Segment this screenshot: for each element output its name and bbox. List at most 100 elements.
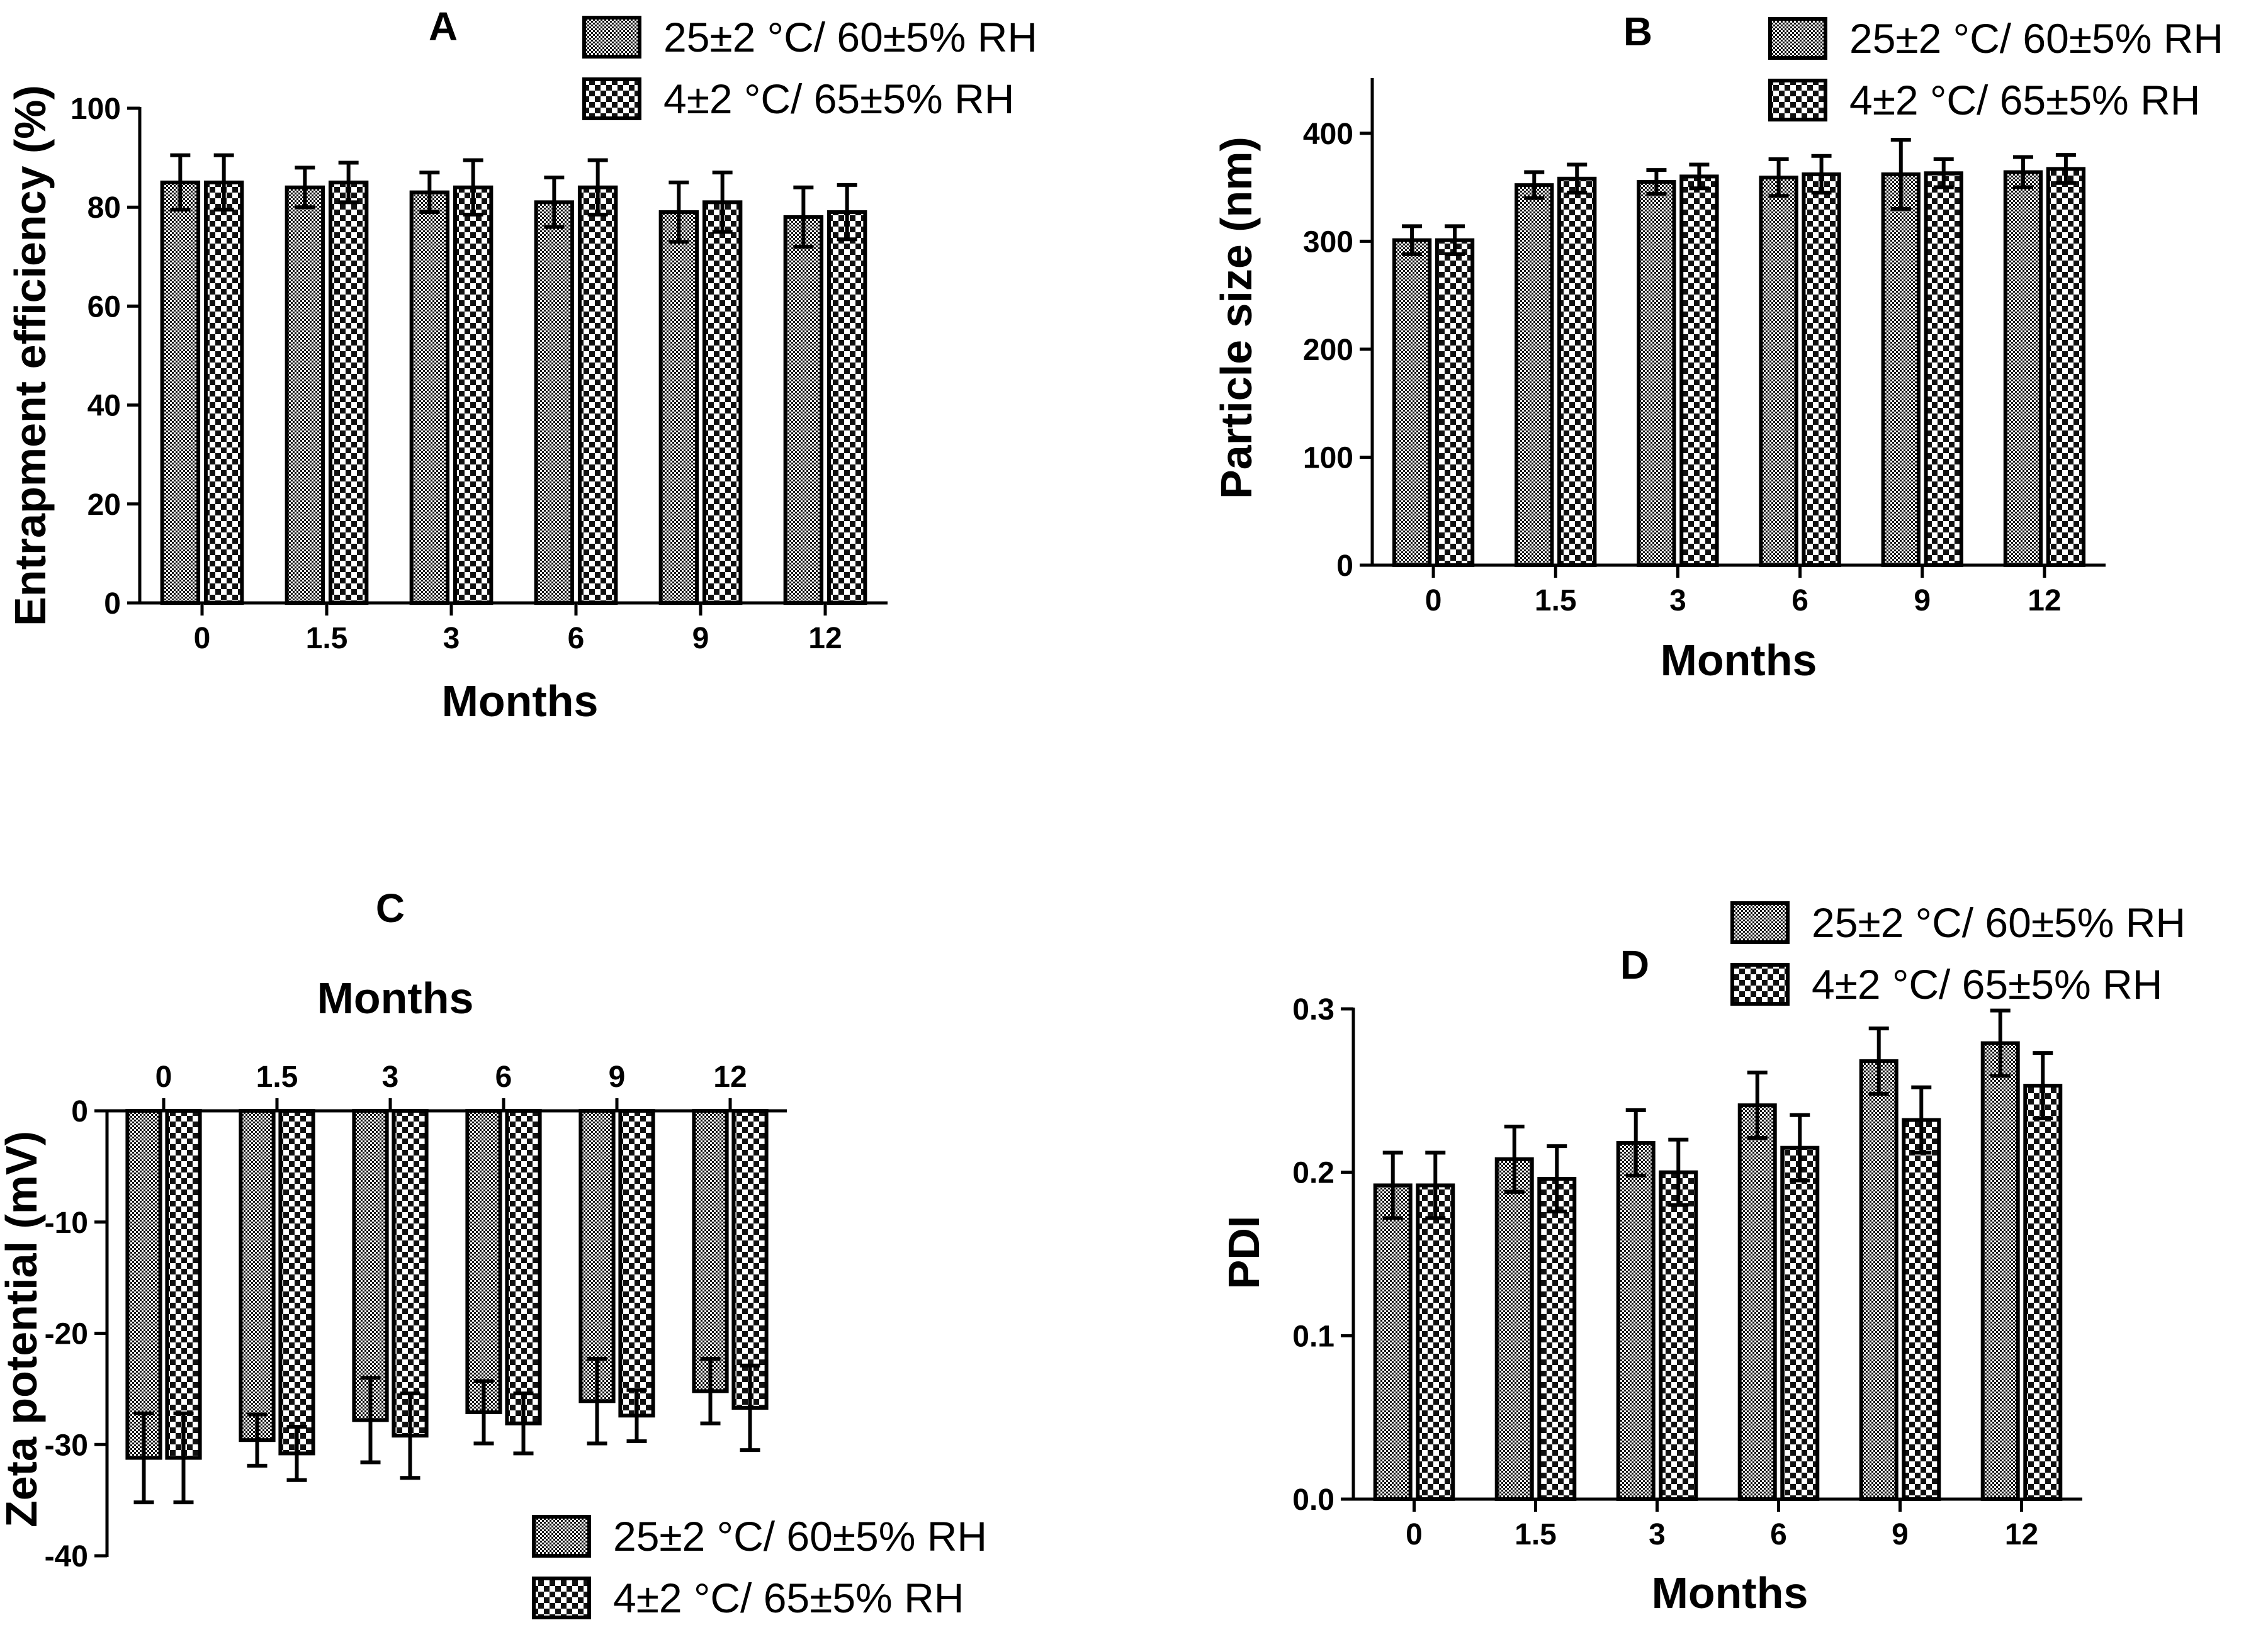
bar-b-s2-1.5 bbox=[1557, 176, 1597, 567]
error-bar-c-s2-1.5 bbox=[286, 1424, 307, 1482]
ytick-label: 0 bbox=[71, 1095, 88, 1128]
panel-label-c: C bbox=[376, 886, 405, 931]
error-bar-d-s1-6 bbox=[1747, 1071, 1768, 1140]
error-bar-b-s2-9 bbox=[1933, 157, 1954, 189]
bar-a-s2-0 bbox=[203, 180, 244, 605]
error-bar-a-s1-6 bbox=[544, 176, 565, 229]
error-bar-c-s2-9 bbox=[626, 1388, 647, 1443]
ytick-label: 0 bbox=[104, 587, 121, 621]
ytick-label: 60 bbox=[87, 290, 121, 323]
bar-d-s2-6 bbox=[1780, 1145, 1820, 1501]
ytick-label: -20 bbox=[45, 1318, 88, 1351]
bar-a-s1-6 bbox=[534, 200, 575, 605]
bar-c-s2-3 bbox=[392, 1109, 429, 1438]
xtick-label: 1.5 bbox=[1515, 1518, 1557, 1551]
bar-d-s1-12 bbox=[1980, 1041, 2020, 1501]
legend-entry-label: 25±2 °C/ 60±5% RH bbox=[1849, 15, 2223, 62]
bar-d-s1-3 bbox=[1616, 1140, 1656, 1501]
legend-entry-label: 25±2 °C/ 60±5% RH bbox=[663, 14, 1037, 60]
axes-a bbox=[138, 107, 888, 605]
error-bar-a-s1-0 bbox=[170, 153, 191, 212]
bar-b-s2-0 bbox=[1435, 238, 1475, 567]
error-bar-a-s2-3 bbox=[463, 158, 483, 216]
error-bar-c-s1-12 bbox=[700, 1357, 721, 1425]
error-bar-a-s2-12 bbox=[837, 183, 857, 242]
error-bar-c-s1-1.5 bbox=[247, 1412, 268, 1468]
xtick-label: 12 bbox=[2005, 1518, 2038, 1551]
error-bar-c-s1-3 bbox=[360, 1376, 381, 1465]
xtick-label: 1.5 bbox=[256, 1060, 298, 1094]
xtick-label: 6 bbox=[495, 1060, 512, 1094]
legend-entry-label: 4±2 °C/ 65±5% RH bbox=[613, 1575, 964, 1621]
bar-b-s1-0 bbox=[1392, 238, 1432, 567]
bar-d-s1-0 bbox=[1373, 1183, 1413, 1501]
error-bar-a-s1-9 bbox=[669, 180, 689, 244]
ytick-label: 20 bbox=[87, 488, 121, 522]
legend-entry-label: 4±2 °C/ 65±5% RH bbox=[1812, 961, 2162, 1008]
ytick-label: -30 bbox=[45, 1429, 88, 1462]
error-bar-d-s1-9 bbox=[1868, 1026, 1889, 1096]
axes-d bbox=[1351, 1008, 2082, 1501]
error-bar-b-s2-0 bbox=[1445, 224, 1465, 256]
error-bar-b-s2-3 bbox=[1689, 162, 1710, 191]
ytick-label: 0.0 bbox=[1292, 1483, 1334, 1517]
error-bar-b-s2-6 bbox=[1811, 154, 1832, 195]
error-bar-b-s2-1.5 bbox=[1567, 162, 1588, 195]
bar-b-s2-3 bbox=[1679, 174, 1719, 567]
error-bar-d-s2-6 bbox=[1790, 1113, 1810, 1183]
x-axis-title-b: Months bbox=[1661, 636, 1817, 685]
xtick-label: 9 bbox=[1892, 1518, 1909, 1551]
bar-b-s2-6 bbox=[1802, 172, 1841, 568]
bar-c-s1-12 bbox=[692, 1109, 729, 1393]
axes-c bbox=[105, 1109, 787, 1557]
panel-label-d: D bbox=[1620, 942, 1649, 987]
error-bar-d-s1-12 bbox=[1990, 1008, 2011, 1078]
bar-a-s1-12 bbox=[783, 215, 824, 605]
xtick-label: 1.5 bbox=[1535, 584, 1577, 617]
y-axis-title-a: Entrapment efficiency (%) bbox=[6, 85, 55, 626]
xtick-label: 12 bbox=[808, 622, 842, 655]
bar-b-s2-9 bbox=[1924, 171, 1963, 567]
ytick-label: 100 bbox=[71, 93, 121, 126]
error-bar-a-s2-0 bbox=[213, 153, 234, 212]
bar-c-s2-1.5 bbox=[278, 1109, 315, 1456]
legend-swatch bbox=[1768, 79, 1827, 121]
legend-b: 25±2 °C/ 60±5% RH 4±2 °C/ 65±5% RH bbox=[1768, 15, 2223, 123]
bar-b-s1-3 bbox=[1637, 179, 1676, 567]
x-axis-title-c: Months bbox=[317, 974, 474, 1023]
legend-c: 25±2 °C/ 60±5% RH 4±2 °C/ 65±5% RH bbox=[532, 1513, 987, 1621]
xtick-label: 0 bbox=[1406, 1518, 1423, 1551]
bar-a-s1-0 bbox=[160, 180, 201, 605]
error-bar-d-s1-0 bbox=[1382, 1150, 1403, 1220]
legend-d: 25±2 °C/ 60±5% RH 4±2 °C/ 65±5% RH bbox=[1730, 899, 2186, 1008]
bar-c-s2-0 bbox=[165, 1109, 202, 1460]
bar-b-s1-1.5 bbox=[1515, 183, 1554, 567]
error-bar-b-s1-12 bbox=[2012, 155, 2033, 189]
legend-swatch bbox=[1730, 963, 1790, 1006]
error-bar-d-s2-12 bbox=[2033, 1051, 2053, 1120]
bar-b-s1-12 bbox=[2003, 170, 2043, 567]
xtick-label: 9 bbox=[692, 622, 709, 655]
xtick-label: 9 bbox=[1914, 584, 1931, 617]
bar-a-s2-9 bbox=[702, 200, 743, 605]
error-bar-c-s1-0 bbox=[133, 1411, 154, 1505]
bar-d-s1-9 bbox=[1859, 1059, 1898, 1502]
error-bar-a-s1-1.5 bbox=[295, 166, 315, 210]
bar-b-s1-6 bbox=[1759, 176, 1798, 568]
error-bar-a-s1-3 bbox=[419, 171, 440, 215]
bar-d-s2-12 bbox=[2023, 1084, 2063, 1501]
ytick-label: 40 bbox=[87, 390, 121, 423]
error-bar-a-s2-1.5 bbox=[338, 160, 359, 205]
bar-d-s1-6 bbox=[1737, 1103, 1777, 1502]
chart-panel-a: 0 20 40 60 80 100 0 1.5 3 6 9 12 A Months Entrapment e… bbox=[6, 4, 1037, 726]
legend-swatch bbox=[582, 77, 641, 120]
xtick-label: 6 bbox=[568, 622, 585, 655]
bar-c-s1-0 bbox=[125, 1109, 162, 1460]
xtick-label: 12 bbox=[2028, 584, 2061, 617]
legend-entry-label: 25±2 °C/ 60±5% RH bbox=[613, 1513, 987, 1560]
bar-d-s2-0 bbox=[1416, 1183, 1455, 1501]
bar-d-s2-3 bbox=[1659, 1170, 1698, 1501]
ytick-label: 0 bbox=[1336, 549, 1353, 583]
